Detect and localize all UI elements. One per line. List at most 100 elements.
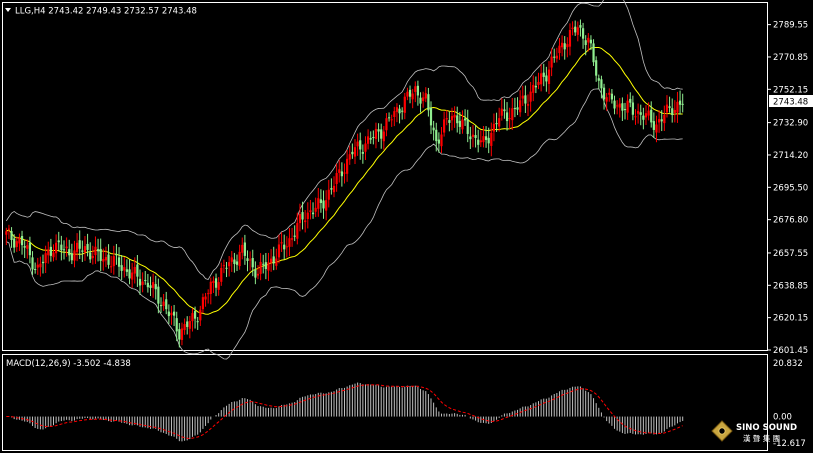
candle: [366, 129, 370, 150]
candle: [458, 111, 461, 135]
candle: [191, 308, 194, 332]
candle: [36, 257, 39, 275]
candle: [214, 273, 218, 297]
candle: [676, 91, 679, 123]
candle: [225, 261, 228, 278]
candle: [419, 92, 422, 113]
candle: [15, 236, 18, 252]
candle: [414, 81, 417, 103]
candle: [584, 35, 587, 56]
candle: [605, 93, 608, 111]
price-tick-label: 2601.45: [773, 346, 808, 356]
logo-brand-text: SINO SOUND: [736, 423, 797, 433]
candle: [238, 244, 241, 270]
candle: [10, 227, 13, 248]
candle: [204, 292, 207, 307]
dropdown-triangle-icon[interactable]: [5, 8, 11, 12]
candle: [133, 257, 136, 284]
candle: [498, 107, 501, 132]
candle: [306, 202, 309, 229]
candle: [450, 107, 454, 131]
candle: [159, 297, 163, 313]
candle: [448, 111, 451, 132]
candle: [469, 126, 472, 150]
candle: [96, 238, 100, 262]
candle: [296, 212, 299, 245]
candle: [157, 278, 160, 314]
candle: [377, 123, 380, 142]
candle: [94, 236, 97, 264]
candle: [233, 252, 236, 273]
macd-signal-line: [6, 384, 683, 439]
candle: [665, 95, 669, 118]
candle: [62, 240, 66, 260]
candle: [540, 64, 543, 92]
candle: [246, 250, 249, 272]
macd-histogram: [8, 382, 684, 442]
candle: [631, 95, 634, 121]
candlestick-series: [5, 19, 684, 348]
candle: [209, 277, 212, 305]
candle: [351, 143, 354, 159]
candle: [170, 305, 173, 325]
main-pane-frame: [2, 2, 768, 351]
candle: [165, 291, 168, 315]
candle: [608, 88, 611, 102]
candle: [471, 124, 475, 148]
candle: [629, 92, 632, 108]
candle: [505, 102, 509, 131]
candle: [547, 61, 551, 95]
candle: [277, 234, 281, 264]
candle: [70, 243, 73, 265]
candle: [123, 257, 126, 278]
candle: [359, 132, 362, 160]
candle: [545, 66, 548, 92]
candle: [178, 323, 181, 348]
candle: [78, 230, 81, 260]
candle: [7, 224, 11, 240]
candle: [41, 254, 45, 274]
candle: [186, 316, 189, 335]
candle: [568, 23, 572, 56]
candle: [403, 92, 406, 120]
candle: [162, 293, 165, 311]
candle: [348, 145, 351, 165]
candle: [492, 113, 496, 142]
candle: [120, 254, 123, 281]
candle: [435, 122, 438, 152]
bollinger-bands: [5, 0, 683, 360]
candle: [519, 90, 522, 117]
candle: [634, 109, 637, 125]
candle: [524, 85, 527, 113]
candle: [256, 265, 260, 280]
candle: [474, 125, 477, 148]
candle: [167, 304, 170, 324]
candle: [146, 273, 149, 293]
candle: [406, 87, 409, 101]
candle: [401, 107, 404, 120]
candle: [47, 241, 50, 264]
candle: [513, 97, 517, 118]
candle: [655, 115, 658, 143]
candle: [75, 233, 79, 262]
candle: [149, 276, 152, 296]
current-price-tag: [769, 95, 813, 107]
candle: [338, 160, 341, 183]
candle: [89, 242, 92, 263]
candle: [626, 94, 629, 120]
candle: [592, 39, 595, 66]
candle: [285, 236, 288, 258]
candle: [408, 85, 412, 104]
candle: [136, 255, 139, 287]
candle: [188, 315, 191, 339]
candle: [563, 36, 566, 60]
candle: [55, 234, 58, 261]
candle: [251, 249, 254, 277]
candle: [616, 100, 619, 115]
candle: [39, 256, 42, 277]
price-axis: 2789.55 2770.85 2752.15 2732.90 2714.20 2695.…: [767, 21, 808, 356]
candle: [353, 139, 357, 165]
candle: [574, 20, 577, 36]
candle: [647, 102, 650, 121]
candle: [644, 105, 648, 125]
